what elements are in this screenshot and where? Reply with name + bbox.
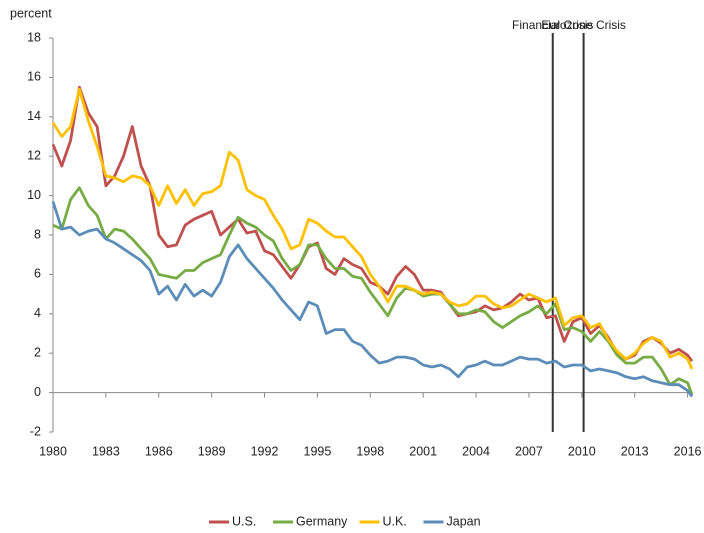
y-tick-label: 10 bbox=[27, 188, 41, 202]
y-tick-label: -2 bbox=[30, 424, 41, 438]
y-tick-label: 2 bbox=[34, 345, 41, 359]
y-tick-label: 0 bbox=[34, 385, 41, 399]
series-line bbox=[52, 186, 694, 396]
legend-label: U.S. bbox=[232, 514, 256, 528]
series-line bbox=[51, 87, 694, 370]
y-tick-label: 6 bbox=[34, 267, 41, 281]
y-tick-label: 4 bbox=[34, 306, 41, 320]
series-line bbox=[51, 85, 694, 362]
x-tick-label: 2004 bbox=[462, 444, 490, 458]
legend-label: U.K. bbox=[383, 514, 407, 528]
x-tick-label: 1995 bbox=[304, 444, 332, 458]
x-tick-label: 1989 bbox=[198, 444, 226, 458]
x-tick-label: 2001 bbox=[409, 444, 437, 458]
x-tick-label: 2016 bbox=[674, 444, 702, 458]
legend-label: Germany bbox=[296, 514, 348, 528]
x-tick-label: 1992 bbox=[251, 444, 279, 458]
x-tick-label: 1980 bbox=[39, 444, 67, 458]
y-tick-label: 14 bbox=[27, 109, 41, 123]
y-tick-label: 18 bbox=[27, 30, 41, 44]
x-tick-label: 2010 bbox=[568, 444, 596, 458]
y-axis-label: percent bbox=[10, 6, 52, 20]
x-tick-label: 1998 bbox=[356, 444, 384, 458]
annotation: Financial Crisis bbox=[512, 18, 593, 32]
y-tick-label: 12 bbox=[27, 148, 41, 162]
legend-label: Japan bbox=[447, 514, 481, 528]
series-line bbox=[51, 201, 694, 398]
x-tick-label: 1983 bbox=[92, 444, 120, 458]
x-tick-label: 1986 bbox=[145, 444, 173, 458]
x-tick-label: 2007 bbox=[515, 444, 543, 458]
annotation: Eurozone Crisis bbox=[541, 18, 626, 32]
y-tick-label: 16 bbox=[27, 70, 41, 84]
y-tick-label: 8 bbox=[34, 227, 41, 241]
x-tick-label: 2013 bbox=[621, 444, 649, 458]
